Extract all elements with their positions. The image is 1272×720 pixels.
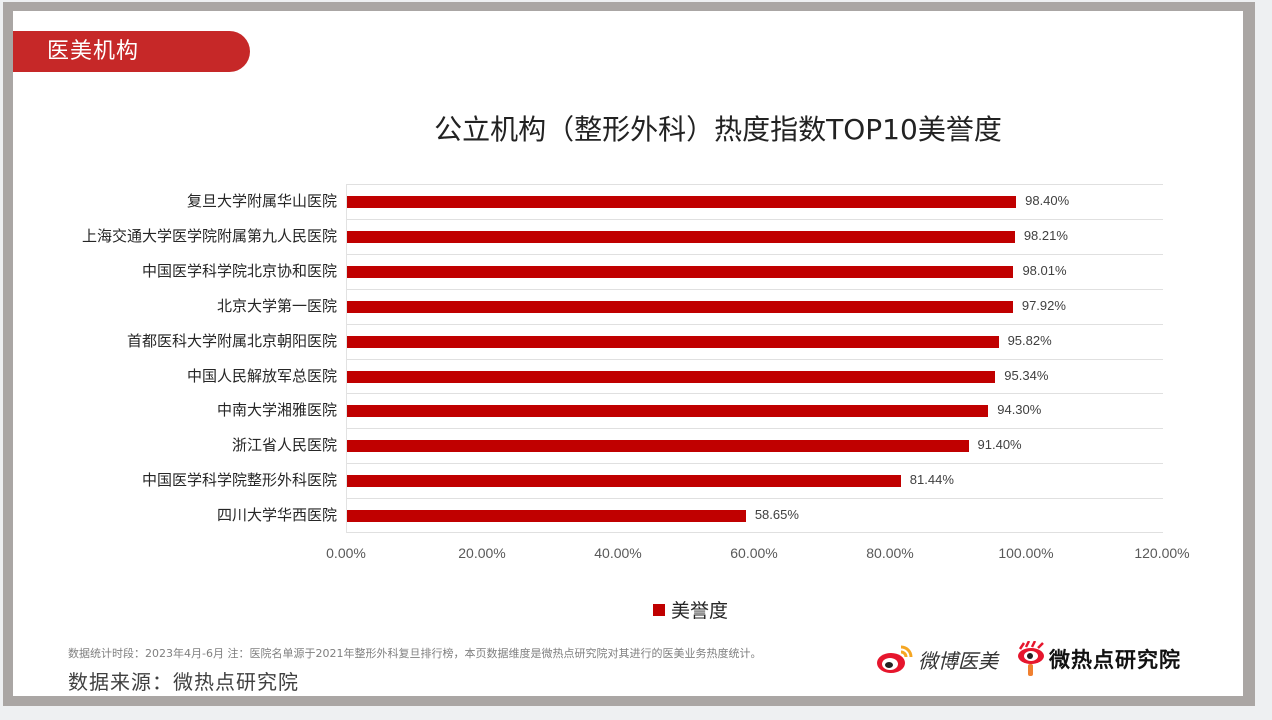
category-label: 四川大学华西医院 [216,506,337,525]
data-label: 98.40% [1025,193,1070,208]
weibo-medical-logo: 微博医美 [875,643,998,675]
x-tick-label: 0.00% [326,545,366,561]
data-label: 81.44% [909,472,954,488]
bar [347,510,746,523]
weibo-icon [877,645,913,673]
data-label: 97.92% [1021,297,1066,313]
data-source: 数据来源：微热点研究院 [68,670,299,694]
bar-row: 98.40% [347,184,1163,219]
bar [347,475,901,488]
data-label: 58.65% [754,507,799,523]
category-label: 上海交通大学医学院附属第九人民医院 [81,226,337,245]
data-label: 98.01% [1022,262,1067,278]
bar-row: 95.34% [347,358,1163,394]
bar-row: 98.21% [347,218,1163,254]
bar [347,196,1017,208]
bar [347,405,989,418]
category-label: 北京大学第一医院 [216,296,337,315]
data-label: 98.21% [1023,227,1068,243]
data-label: 91.40% [977,437,1022,453]
category-label: 中国医学科学院北京协和医院 [141,261,337,280]
legend-label: 美誉度 [671,600,729,622]
bar-row: 58.65% [347,498,1163,534]
x-tick-label: 120.00% [1134,545,1190,561]
category-label: 中国医学科学院整形外科医院 [141,471,337,490]
weiredian-logo: 微热点研究院 [1016,641,1181,677]
bar-row: 97.92% [347,288,1163,324]
bar [347,370,996,383]
bar [347,335,999,348]
data-label: 95.82% [1007,332,1052,348]
x-tick-label: 100.00% [998,545,1054,561]
slide: 医美机构 公立机构（整形外科）热度指数TOP10美誉度 复旦大学附属华山医院上海… [13,11,1243,696]
data-label: 94.30% [997,402,1042,418]
category-label: 中国人民解放军总医院 [186,366,337,385]
x-tick-label: 40.00% [594,545,642,561]
chart-legend: 美誉度 [653,596,728,623]
plot-area: 98.40% 98.21% 98.01% 97.92% 95.82% 95.34% 94.3… [346,184,1163,534]
eye-logo-icon [1018,641,1044,676]
bar-row: 95.82% [347,323,1163,359]
x-tick-label: 20.00% [458,545,506,561]
bar [347,300,1013,313]
category-label: 复旦大学附属华山医院 [186,192,337,210]
section-badge: 医美机构 [13,31,250,72]
bar-row: 81.44% [347,463,1163,498]
data-label: 95.34% [1004,367,1049,383]
chart-title: 公立机构（整形外科）热度指数TOP10美誉度 [434,113,1002,146]
bar-row: 94.30% [347,393,1163,428]
bar [347,440,969,453]
bar-row: 98.01% [347,253,1163,289]
legend-swatch [653,603,665,616]
category-label: 首都医科大学附属北京朝阳医院 [126,331,337,350]
bar-row: 91.40% [347,428,1163,463]
bar [347,265,1014,278]
footnote: 数据统计时段：2023年4月-6月 注：医院名单源于2021年整形外科复旦排行榜… [68,647,762,660]
category-label: 浙江省人民医院 [231,436,337,455]
x-tick-label: 80.00% [866,545,914,561]
bar [347,230,1015,243]
x-tick-label: 60.00% [730,545,778,561]
category-label: 中南大学湘雅医院 [216,401,337,420]
